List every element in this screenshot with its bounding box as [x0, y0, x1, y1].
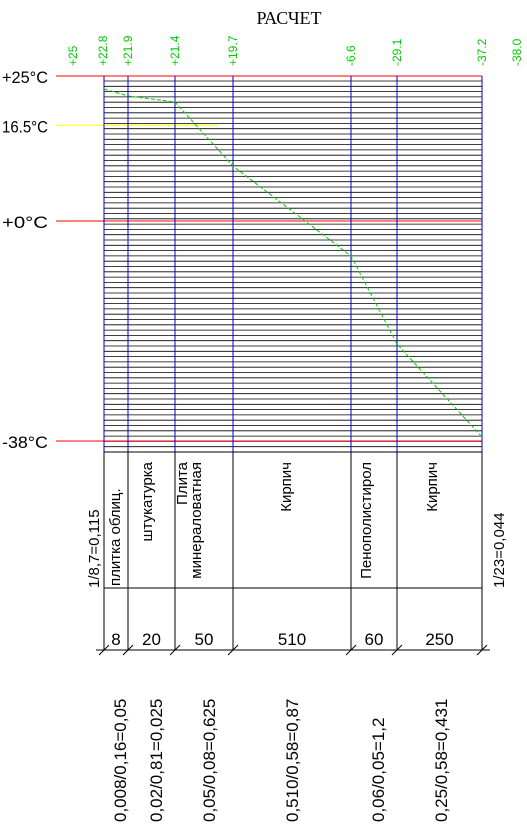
temp-level-label: +25°C — [2, 68, 48, 87]
temp-level-label: +0°C — [2, 213, 48, 232]
dimension-tick — [98, 644, 110, 656]
boundary-temp-label: +25 — [66, 45, 80, 66]
layer-resistance: 0,008/0,16=0,05 — [111, 699, 130, 822]
layer-name-label: Кирпич — [278, 462, 295, 512]
outer-resistance-left: 1/8,7=0,115 — [86, 509, 103, 588]
temp-level-label: -38°C — [2, 433, 48, 452]
title: РАСЧЕТ — [256, 8, 321, 28]
dimension-tick — [391, 644, 403, 656]
resistance-labels: 0,008/0,16=0,05 0,02/0,81=0,025 0,05/0,08=… — [111, 699, 451, 822]
layer-thickness: 50 — [195, 630, 214, 649]
boundary-temp-label: -6.6 — [344, 45, 358, 66]
layer-labels: плитка облиц. штукатурка Плитаминераловатн… — [86, 461, 508, 588]
layer-resistance: 0,05/0,08=0,625 — [200, 699, 219, 822]
temperature-curve — [103, 88, 483, 438]
layer-resistance: 0,06/0,05=1,2 — [369, 718, 388, 822]
boundary-temp-label: +21.9 — [121, 35, 135, 66]
boundary-temp-label: -29.1 — [390, 38, 404, 66]
layer-resistance: 0,25/0,58=0,431 — [432, 699, 451, 822]
dimension-tick — [345, 644, 357, 656]
dimension-tick — [227, 644, 239, 656]
layer-name-label: Пенополистирол — [358, 462, 375, 579]
hatch-grid — [104, 80, 482, 448]
layer-thickness: 250 — [425, 630, 453, 649]
layer-name-label: плитка облиц. — [107, 488, 124, 586]
boundary-temp-label: +19.7 — [226, 35, 240, 66]
temperature-levels: +25°C 16.5°C +0°C -38°C — [2, 68, 482, 452]
dimension-tick — [476, 644, 488, 656]
layer-boundaries — [103, 76, 483, 650]
boundary-temp-label: +22.8 — [96, 35, 110, 66]
layer-name-label: Кирпич — [424, 462, 441, 512]
layer-thickness: 510 — [278, 630, 306, 649]
layer-resistance: 0,510/0,58=0,87 — [283, 699, 302, 822]
layer-thickness: 8 — [111, 630, 120, 649]
layer-thickness: 20 — [142, 630, 161, 649]
boundary-temperatures: +25 +22.8 +21.9 +21.4 +19.7 -6.6 -29.1 -37.2 -38… — [66, 35, 524, 66]
dimension-line: 8 20 50 510 60 250 — [96, 630, 490, 656]
dimension-tick — [122, 644, 134, 656]
layer-resistance: 0,02/0,81=0,025 — [147, 699, 166, 822]
boundary-temp-label: +21.4 — [168, 35, 182, 66]
boundary-temp-label: -37.2 — [475, 38, 489, 66]
layer-name-label: штукатурка — [139, 461, 156, 541]
layer-name-label: Плита — [174, 461, 191, 505]
dimension-tick — [169, 644, 181, 656]
layer-thickness: 60 — [365, 630, 384, 649]
layer-name-label: минераловатная — [188, 462, 205, 579]
outer-resistance-right: 1/23=0,044 — [491, 513, 508, 589]
temp-level-label: 16.5°C — [2, 117, 48, 136]
boundary-temp-label: -38.0 — [510, 38, 524, 66]
